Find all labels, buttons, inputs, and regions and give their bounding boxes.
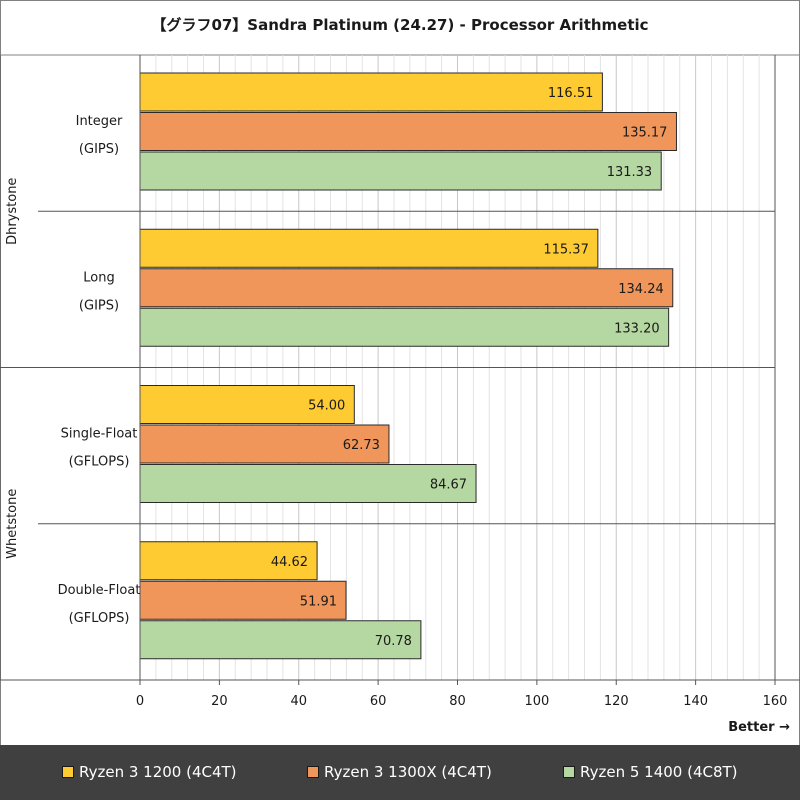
bar	[139, 424, 390, 464]
legend-item-ryzen-3-1300x: Ryzen 3 1300X (4C4T)	[307, 763, 492, 781]
category-label: Single-Float	[61, 427, 138, 442]
legend: Ryzen 3 1200 (4C4T) Ryzen 3 1300X (4C4T)…	[0, 745, 800, 800]
bar	[139, 620, 422, 660]
data-label: 54.00	[308, 399, 345, 414]
category-label: Double-Float	[58, 583, 141, 598]
x-tick-label: 0	[136, 694, 144, 709]
x-tick-label: 80	[449, 694, 466, 709]
x-tick-label: 100	[524, 694, 549, 709]
data-label: 51.91	[300, 594, 337, 609]
legend-item-ryzen-5-1400: Ryzen 5 1400 (4C8T)	[563, 763, 738, 781]
data-label: 134.24	[618, 282, 664, 297]
group-label: Dhrystone	[5, 178, 20, 245]
x-tick-label: 140	[683, 694, 708, 709]
bar	[139, 541, 318, 581]
bar	[139, 307, 670, 347]
bar	[139, 151, 662, 191]
legend-swatch	[307, 766, 319, 778]
data-label: 44.62	[271, 555, 308, 570]
category-unit-label: (GIPS)	[79, 142, 119, 157]
bar-chart: 116.51 115.37 54.00 44.62 135.17 134.24 62.73 5…	[0, 54, 800, 735]
data-label: 70.78	[375, 634, 412, 649]
x-tick-label: 60	[370, 694, 387, 709]
bar	[139, 268, 674, 308]
data-label: 133.20	[614, 321, 660, 336]
legend-swatch	[62, 766, 74, 778]
x-tick-label: 120	[604, 694, 629, 709]
bar	[139, 228, 599, 268]
category-label: Long	[83, 270, 114, 285]
data-label: 131.33	[607, 165, 653, 180]
x-tick-label: 40	[290, 694, 307, 709]
legend-label: Ryzen 5 1400 (4C8T)	[580, 763, 738, 781]
bar	[139, 385, 355, 424]
category-unit-label: (GIPS)	[79, 298, 119, 313]
legend-item-ryzen-3-1200: Ryzen 3 1200 (4C4T)	[62, 763, 237, 781]
data-label: 84.67	[430, 478, 467, 493]
category-unit-label: (GFLOPS)	[69, 455, 130, 470]
legend-swatch	[563, 766, 575, 778]
data-label: 62.73	[343, 438, 380, 453]
x-axis-label: Better →	[728, 720, 790, 735]
legend-label: Ryzen 3 1200 (4C4T)	[79, 763, 237, 781]
category-label: Integer	[76, 114, 123, 129]
bar	[139, 580, 347, 620]
chart-title: 【グラフ07】Sandra Platinum (24.27) - Process…	[151, 16, 649, 34]
data-label: 135.17	[622, 126, 668, 141]
group-label: Whetstone	[5, 489, 20, 559]
category-unit-label: (GFLOPS)	[69, 611, 130, 626]
bar	[139, 464, 477, 503]
bar	[139, 72, 603, 112]
data-label: 115.37	[543, 242, 589, 257]
legend-label: Ryzen 3 1300X (4C4T)	[324, 763, 492, 781]
data-label: 116.51	[548, 86, 594, 101]
x-tick-label: 160	[763, 694, 788, 709]
x-tick-label: 20	[211, 694, 228, 709]
bar	[139, 112, 677, 151]
